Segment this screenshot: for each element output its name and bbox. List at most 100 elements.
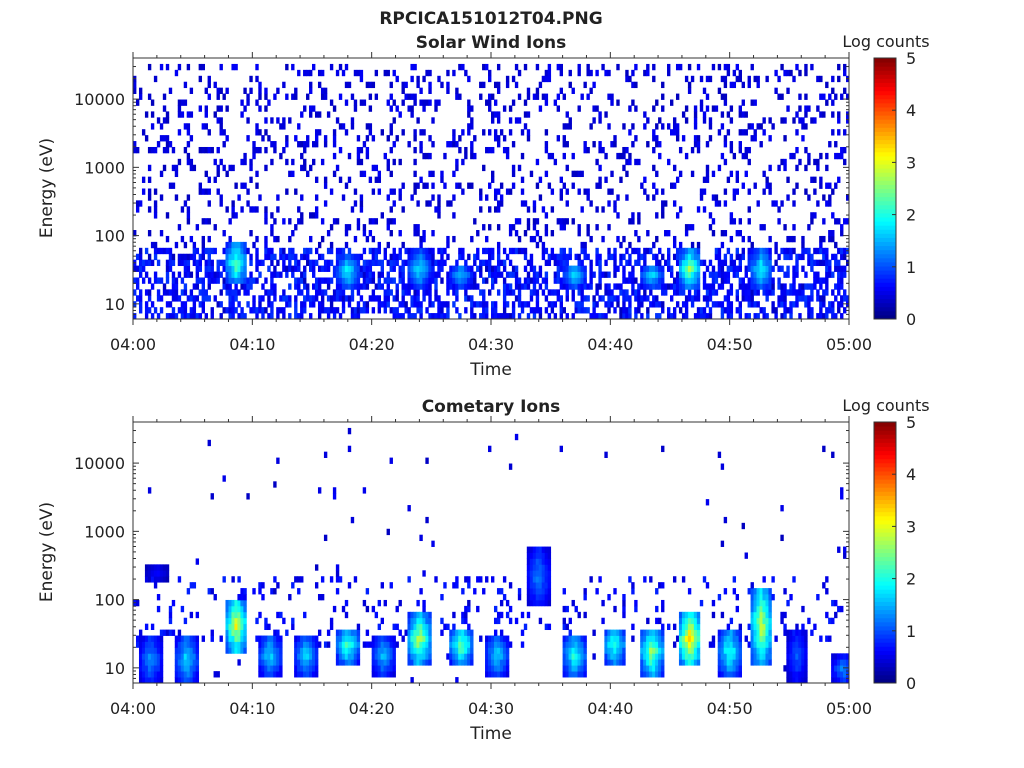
- spectrogram-cell: [505, 665, 510, 672]
- spectrogram-cell: [207, 146, 211, 154]
- spectrogram-cell: [708, 224, 713, 231]
- spectrogram-cell: [747, 289, 751, 296]
- spectrogram-cell: [392, 665, 396, 672]
- spectrogram-cell: [264, 241, 268, 249]
- spectrogram-cell: [717, 283, 722, 290]
- spectrogram-cell: [756, 259, 760, 267]
- spectrogram-cell: [499, 665, 504, 672]
- spectrogram-cell: [392, 623, 396, 631]
- spectrogram-cell: [795, 629, 799, 636]
- spectrogram-cell: [822, 93, 826, 100]
- spectrogram-cell: [729, 117, 734, 124]
- spectrogram-cell: [416, 629, 420, 636]
- spectrogram-cell: [786, 271, 790, 278]
- spectrogram-cell: [458, 629, 462, 636]
- colorbar-tick-label: 4: [906, 101, 916, 120]
- spectrogram-cell: [404, 283, 408, 290]
- spectrogram-cell: [726, 659, 731, 666]
- spectrogram-cell: [180, 635, 185, 642]
- spectrogram-cell: [696, 295, 701, 302]
- spectrogram-cell: [610, 188, 614, 195]
- spectrogram-cell: [759, 247, 763, 255]
- spectrogram-cell: [270, 659, 274, 666]
- spectrogram-cell: [807, 307, 811, 314]
- spectrogram-cell: [649, 247, 653, 255]
- spectrogram-cell: [240, 271, 244, 278]
- spectrogram-cell: [517, 93, 522, 100]
- spectrogram-cell: [756, 289, 760, 296]
- spectrogram-cell: [353, 629, 358, 636]
- spectrogram-cell: [643, 253, 647, 261]
- spectrogram-cell: [825, 247, 829, 255]
- spectrogram-cell: [377, 259, 382, 267]
- spectrogram-cell: [592, 271, 596, 278]
- spectrogram-cell: [765, 176, 769, 183]
- spectrogram-cell: [386, 653, 390, 660]
- spectrogram-cell: [288, 265, 292, 272]
- spectrogram-cell: [240, 241, 244, 249]
- spectrogram-cell: [670, 295, 674, 302]
- spectrogram-cell: [831, 87, 835, 94]
- spectrogram-cell: [347, 152, 352, 160]
- spectrogram-cell: [410, 635, 414, 642]
- spectrogram-cell: [353, 271, 358, 278]
- spectrogram-cell: [780, 289, 784, 296]
- spectrogram-cell: [174, 283, 179, 290]
- spectrogram-cell: [413, 265, 417, 272]
- spectrogram-cell: [488, 206, 492, 213]
- spectrogram-cell: [762, 623, 766, 631]
- spectrogram-cell: [625, 75, 629, 83]
- spectrogram-cell: [655, 605, 659, 613]
- spectrogram-cell: [583, 594, 587, 601]
- spectrogram-cell: [828, 194, 832, 201]
- spectrogram-cell: [470, 283, 474, 290]
- spectrogram-cell: [744, 295, 748, 302]
- spectrogram-cell: [341, 635, 346, 642]
- spectrogram-cell: [580, 301, 584, 308]
- spectrogram-cell: [583, 671, 587, 678]
- spectrogram-cell: [285, 93, 289, 100]
- spectrogram-cell: [255, 123, 259, 130]
- spectrogram-cell: [207, 129, 211, 136]
- spectrogram-cell: [183, 665, 188, 672]
- spectrogram-cell: [505, 659, 510, 666]
- spectrogram-cell: [837, 289, 841, 296]
- spectrogram-cell: [681, 247, 686, 255]
- spectrogram-cell: [162, 283, 167, 290]
- spectrogram-cell: [843, 295, 847, 302]
- spectrogram-cell: [461, 641, 465, 648]
- spectrogram-cell: [532, 206, 537, 213]
- spectrogram-cell: [831, 301, 835, 308]
- spectrogram-cell: [568, 653, 572, 660]
- spectrogram-cell: [765, 629, 769, 636]
- spectrogram-cell: [371, 253, 376, 261]
- spectrogram-cell: [729, 81, 734, 89]
- spectrogram-cell: [783, 313, 787, 320]
- spectrogram-cell: [252, 141, 256, 148]
- spectrogram-cell: [753, 647, 757, 654]
- spectrogram-cell: [273, 283, 277, 290]
- spectrogram-cell: [675, 283, 680, 290]
- spectrogram-cell: [664, 200, 668, 207]
- spectrogram-cell: [753, 289, 757, 296]
- spectrogram-cell: [819, 75, 823, 83]
- spectrogram-cell: [156, 594, 161, 601]
- spectrogram-cell: [210, 247, 214, 255]
- spectrogram-cell: [493, 307, 498, 314]
- spectrogram-cell: [356, 158, 361, 166]
- spectrogram-cell: [219, 289, 223, 296]
- spectrogram-cell: [538, 283, 543, 290]
- spectrogram-cell: [580, 641, 584, 648]
- spectrogram-cell: [496, 659, 501, 666]
- x-tick-label: 04:40: [587, 699, 633, 718]
- spectrogram-cell: [371, 641, 376, 648]
- spectrogram-cell: [643, 629, 647, 636]
- spectrogram-cell: [222, 259, 226, 267]
- spectrogram-cell: [816, 295, 820, 302]
- spectrogram-cell: [264, 617, 268, 625]
- spectrogram-cell: [511, 182, 516, 189]
- spectrogram-cell: [616, 301, 620, 308]
- spectrogram-cell: [559, 259, 563, 267]
- spectrogram-cell: [777, 295, 781, 302]
- spectrogram-cell: [389, 146, 393, 154]
